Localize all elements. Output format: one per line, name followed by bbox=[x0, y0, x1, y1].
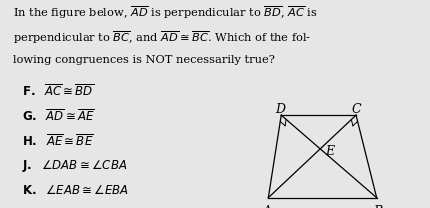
Text: D: D bbox=[275, 104, 285, 116]
Text: B: B bbox=[373, 206, 382, 208]
Text: $\mathbf{J.}$  $\angle DAB\cong\angle CBA$: $\mathbf{J.}$ $\angle DAB\cong\angle CBA… bbox=[22, 158, 127, 173]
Text: $\mathbf{H.}$  $\overline{AE}\cong\overline{BE}$: $\mathbf{H.}$ $\overline{AE}\cong\overli… bbox=[22, 133, 93, 149]
Text: $\mathbf{G.}$  $\overline{AD}\cong\overline{AE}$: $\mathbf{G.}$ $\overline{AD}\cong\overli… bbox=[22, 108, 95, 124]
Text: C: C bbox=[352, 104, 361, 116]
Text: A: A bbox=[263, 206, 272, 208]
Text: In the figure below, $\overline{AD}$ is perpendicular to $\overline{BD}$, $\over: In the figure below, $\overline{AD}$ is … bbox=[13, 4, 317, 21]
Text: perpendicular to $\overline{BC}$, and $\overline{AD}\cong\overline{BC}$. Which o: perpendicular to $\overline{BC}$, and $\… bbox=[13, 30, 311, 46]
Text: $\mathbf{F.}$  $\overline{AC}\cong\overline{BD}$: $\mathbf{F.}$ $\overline{AC}\cong\overli… bbox=[22, 83, 94, 99]
Text: $\mathbf{K.}$  $\angle EAB\cong\angle EBA$: $\mathbf{K.}$ $\angle EAB\cong\angle EBA… bbox=[22, 184, 129, 197]
Text: lowing congruences is NOT necessarily true?: lowing congruences is NOT necessarily tr… bbox=[13, 55, 275, 65]
Text: E: E bbox=[325, 145, 334, 158]
